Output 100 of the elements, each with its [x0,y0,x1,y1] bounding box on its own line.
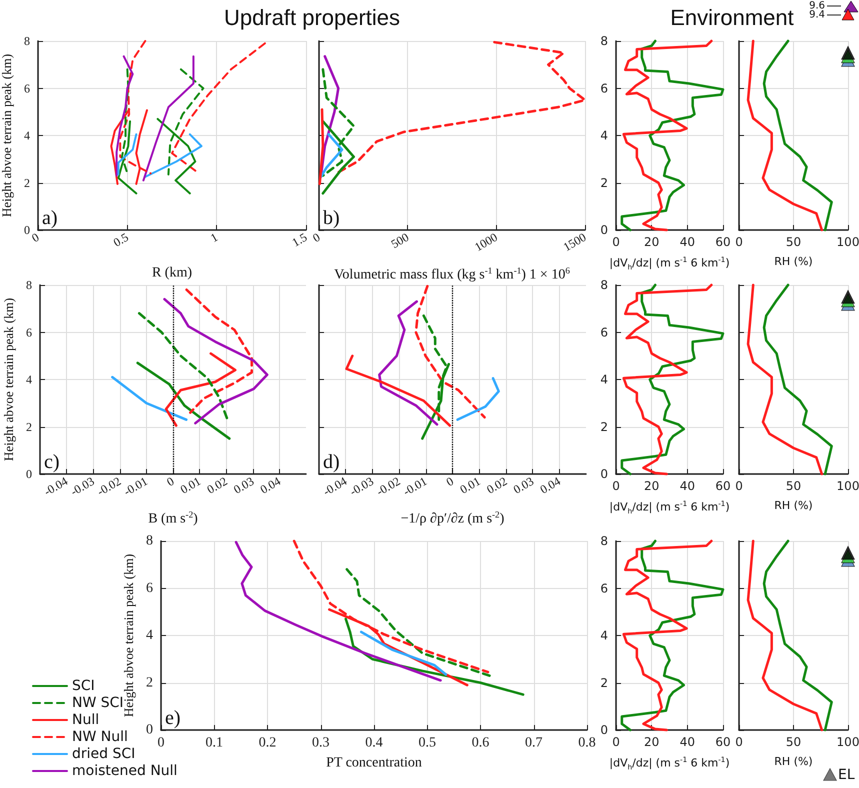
legend-label: NW Null [72,729,128,745]
y-tick-label: 4 [146,628,153,643]
x-tick-label: -0.01 [400,474,430,499]
x-tick-label: 0.8 [578,736,596,750]
y-tick-label: 8 [600,534,608,548]
x-tick-label: -0.03 [347,474,376,499]
x-tick-label: -0.01 [121,474,150,499]
annotation: e) [165,707,181,729]
y-tick-label: 2 [600,420,608,434]
x-tick-label: 0 [612,479,620,493]
x-tick-label: 0.01 [458,474,483,497]
x-tick-label: 0 [612,735,620,749]
legend-label: NW SCI [72,695,124,711]
y-tick-label: 4 [600,628,608,642]
x-tick-label: 100 [836,235,859,249]
x-tick-label: 0 [158,736,164,750]
x-tick-label: 0.02 [484,474,510,497]
y-tick-label: 8 [600,278,608,292]
x-tick-label: 40 [680,479,695,493]
x-tick-label: 0 [612,235,620,249]
x-tick-label: 0.04 [258,474,283,497]
x-tick-label: 0 [164,474,176,490]
x-tick-label: 0.03 [231,474,256,497]
x-tick-label: 0.5 [110,230,131,250]
chart-title: Updraft properties [224,5,400,31]
legend-label: dried SCI [72,746,136,762]
x-axis-title: RH (%) [774,499,813,512]
y-tick-label: 2 [600,176,608,190]
x-tick-label: 1000 [472,230,500,254]
x-tick-label: 50 [786,479,802,493]
annotation: c) [44,451,60,473]
text: 9.4 [809,10,825,20]
y-tick-label: 6 [600,81,608,96]
y-axis-title: Height abvoe terrain peak (km) [0,54,14,218]
y-tick-label: 8 [600,34,608,48]
y-tick-label: 2 [26,420,32,434]
annotation: a) [42,207,58,229]
y-tick-label: 4 [600,372,608,386]
x-tick-label: 20 [644,235,660,249]
x-tick-label: 0.5 [418,736,436,750]
annotation: d) [323,451,340,473]
legend-label: moistened Null [72,763,178,779]
x-tick-label: 100 [836,735,859,749]
x-tick-label: 20 [644,479,660,493]
x-axis-title: RH (%) [774,755,813,768]
x-tick-label: 500 [388,230,412,252]
x-tick-label: 1.5 [290,230,310,250]
y-axis-title: Height abvoe terrain peak (km) [1,298,16,462]
x-tick-label: 60 [715,479,731,493]
legend-label: Null [72,712,100,728]
x-tick-label: -0.04 [41,474,70,499]
text: 9.6 [809,0,825,12]
y-tick-label: 0 [146,722,153,738]
x-tick-label: 0 [735,479,743,493]
y-tick-label: 4 [600,128,608,142]
x-tick-label: 1500 [560,230,589,254]
y-tick-label: 4 [26,372,32,386]
x-tick-label: 0 [735,235,743,249]
x-axis-title: PT concentration [326,756,422,770]
y-tick-label: 2 [146,675,153,690]
x-tick-label: 1 [208,230,220,246]
x-tick-label: 0.7 [525,736,542,750]
x-tick-label: 60 [715,735,731,749]
y-axis-title: Height abvoe terrain peak (km) [121,554,136,718]
x-tick-label: -0.02 [94,474,124,499]
x-tick-label: 0.3 [312,736,330,750]
x-tick-label: 60 [715,235,731,249]
y-tick-label: 6 [146,580,153,596]
annotation: b) [323,207,340,229]
x-tick-label: 0.1 [206,736,223,750]
x-tick-label: 50 [786,735,802,749]
x-tick-label: 50 [786,235,802,249]
y-tick-label: 2 [600,676,608,690]
y-tick-label: 2 [24,176,30,190]
x-tick-label: -0.03 [68,474,97,499]
y-tick-label: 6 [26,325,32,340]
y-tick-label: 8 [146,534,153,548]
y-tick-label: 8 [24,34,30,48]
x-tick-label: 0.02 [204,474,230,497]
x-tick-label: -0.04 [320,474,350,499]
x-tick-label: 0.6 [472,736,490,750]
x-tick-label: 20 [644,735,660,749]
y-tick-label: 4 [24,128,30,142]
y-tick-label: 6 [600,325,608,340]
x-tick-label: 0.01 [178,474,204,497]
y-tick-label: 6 [24,81,30,96]
x-tick-label: 0.2 [258,736,276,750]
y-tick-label: 0 [600,723,608,737]
y-tick-label: 8 [26,278,32,292]
x-tick-label: 0.04 [538,474,563,497]
x-tick-label: -0.02 [374,474,403,499]
chart-title: Environment [670,5,794,31]
x-tick-label: 0.4 [365,736,383,750]
x-tick-label: 0.03 [510,474,536,497]
x-tick-label: 0 [735,735,743,749]
x-axis-title: R (km) [152,266,192,280]
x-tick-label: 40 [680,235,695,249]
x-tick-label: 0 [444,474,456,490]
x-tick-label: 40 [680,735,695,749]
x-tick-label: 0 [310,230,322,246]
